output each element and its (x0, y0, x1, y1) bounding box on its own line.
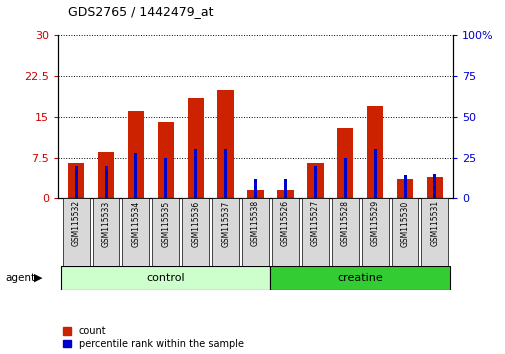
Bar (373, 149, 376, 198)
FancyBboxPatch shape (182, 198, 209, 266)
Bar (313, 166, 316, 198)
Text: GSM115534: GSM115534 (131, 200, 140, 246)
Text: ▶: ▶ (34, 273, 42, 283)
Bar (396, 179, 413, 198)
FancyBboxPatch shape (361, 198, 388, 266)
Bar (366, 106, 383, 198)
Text: GSM115527: GSM115527 (310, 200, 319, 246)
FancyBboxPatch shape (241, 198, 269, 266)
Bar (68, 163, 84, 198)
Bar (254, 179, 257, 198)
Text: control: control (146, 273, 185, 283)
Bar (164, 158, 167, 198)
Bar (247, 190, 263, 198)
Bar (97, 152, 114, 198)
Text: GSM115530: GSM115530 (400, 200, 409, 246)
Text: agent: agent (5, 273, 35, 283)
Text: GSM115528: GSM115528 (340, 200, 349, 246)
Text: GSM115533: GSM115533 (102, 200, 110, 246)
Bar (157, 122, 174, 198)
FancyBboxPatch shape (212, 198, 239, 266)
Bar (75, 166, 77, 198)
Bar (426, 177, 442, 198)
Bar (336, 128, 353, 198)
FancyBboxPatch shape (301, 198, 328, 266)
FancyBboxPatch shape (152, 198, 179, 266)
Text: GSM115526: GSM115526 (280, 200, 289, 246)
Legend: count, percentile rank within the sample: count, percentile rank within the sample (63, 326, 243, 349)
Bar (403, 176, 406, 198)
Text: GSM115531: GSM115531 (430, 200, 438, 246)
FancyBboxPatch shape (92, 198, 119, 266)
FancyBboxPatch shape (63, 198, 89, 266)
Text: GSM115538: GSM115538 (250, 200, 260, 246)
Bar (277, 190, 293, 198)
FancyBboxPatch shape (421, 198, 447, 266)
FancyBboxPatch shape (272, 198, 298, 266)
Text: GSM115532: GSM115532 (72, 200, 80, 246)
Text: GSM115529: GSM115529 (370, 200, 379, 246)
FancyBboxPatch shape (122, 198, 149, 266)
Text: GSM115535: GSM115535 (161, 200, 170, 246)
Bar (217, 90, 233, 198)
Text: GSM115537: GSM115537 (221, 200, 230, 246)
Bar (134, 153, 137, 198)
FancyBboxPatch shape (391, 198, 418, 266)
Bar (433, 174, 435, 198)
Bar (343, 158, 346, 198)
FancyBboxPatch shape (331, 198, 358, 266)
Bar (194, 149, 197, 198)
Text: GDS2765 / 1442479_at: GDS2765 / 1442479_at (68, 5, 214, 18)
FancyBboxPatch shape (61, 266, 270, 290)
Bar (187, 98, 204, 198)
Text: creatine: creatine (337, 273, 382, 283)
Bar (105, 166, 108, 198)
FancyBboxPatch shape (270, 266, 449, 290)
Text: GSM115536: GSM115536 (191, 200, 200, 246)
Bar (283, 179, 286, 198)
Bar (224, 149, 227, 198)
Bar (127, 112, 144, 198)
Bar (307, 163, 323, 198)
